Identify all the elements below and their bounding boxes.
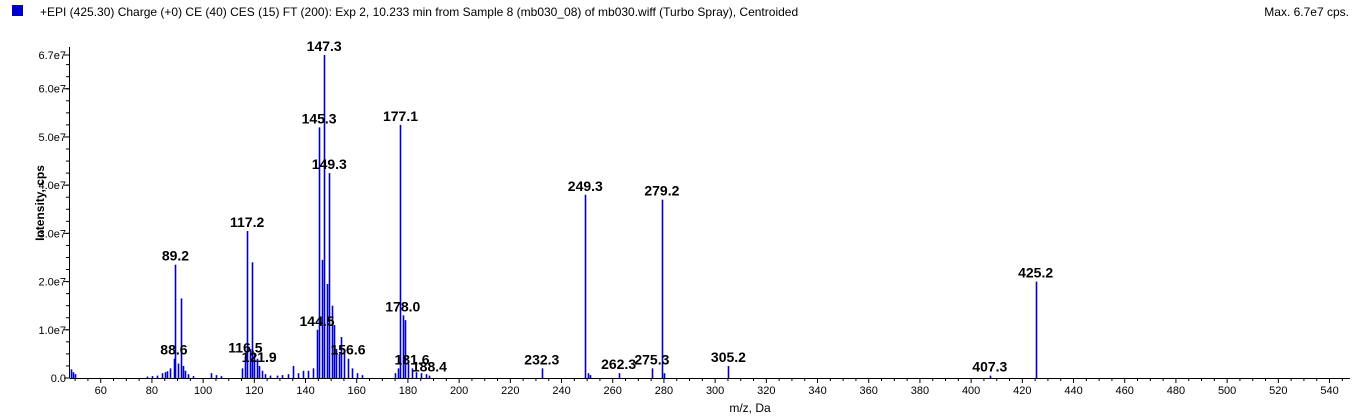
peak-label: 178.0 xyxy=(385,298,420,314)
peak-label: 279.2 xyxy=(644,183,679,199)
x-tick-label: 160 xyxy=(348,385,366,397)
y-tick-label: 0.0 xyxy=(51,373,66,385)
series-swatch-icon xyxy=(12,5,23,16)
x-tick-label: 80 xyxy=(146,385,158,397)
peak-label: 156.6 xyxy=(330,342,365,358)
x-tick-label: 200 xyxy=(450,385,468,397)
x-tick-label: 400 xyxy=(962,385,980,397)
x-tick-label: 280 xyxy=(655,385,673,397)
x-tick-label: 240 xyxy=(552,385,570,397)
y-tick-label: 4.0e7 xyxy=(38,180,66,192)
y-tick-label: 5.0e7 xyxy=(38,132,66,144)
peak-label: 177.1 xyxy=(383,108,418,124)
x-tick-label: 220 xyxy=(501,385,519,397)
y-tick-label: 6.7e7 xyxy=(38,50,66,62)
x-tick-label: 440 xyxy=(1064,385,1082,397)
x-tick-label: 320 xyxy=(757,385,775,397)
peak-label: 116.5 xyxy=(228,339,262,355)
peak-label: 262.3 xyxy=(601,356,636,372)
peak-label: 305.2 xyxy=(711,349,746,365)
x-tick-label: 540 xyxy=(1320,385,1338,397)
x-axis-label: m/z, Da xyxy=(729,401,771,415)
x-tick-label: 60 xyxy=(95,385,107,397)
peak-label: 249.3 xyxy=(568,178,603,194)
x-tick-label: 180 xyxy=(399,385,417,397)
x-tick-label: 360 xyxy=(860,385,878,397)
x-tick-label: 140 xyxy=(296,385,314,397)
y-axis-label: Intensity, cps xyxy=(32,165,47,241)
peak-label: 425.2 xyxy=(1018,265,1053,281)
x-tick-label: 500 xyxy=(1218,385,1236,397)
peak-label: 144.5 xyxy=(300,313,335,329)
peak-label: 89.2 xyxy=(162,248,189,264)
peak-label: 232.3 xyxy=(524,351,559,367)
peak-label: 147.3 xyxy=(307,38,342,54)
x-tick-label: 100 xyxy=(194,385,212,397)
x-tick-label: 340 xyxy=(808,385,826,397)
y-tick-label: 1.0e7 xyxy=(38,325,66,337)
x-tick-label: 300 xyxy=(706,385,724,397)
peak-label: 149.3 xyxy=(312,156,347,172)
x-tick-label: 380 xyxy=(911,385,929,397)
y-tick-label: 3.0e7 xyxy=(38,228,66,240)
y-tick-label: 6.0e7 xyxy=(38,84,66,96)
x-tick-label: 120 xyxy=(245,385,263,397)
peak-label: 117.2 xyxy=(230,214,264,230)
peak-label: 121.9 xyxy=(242,349,277,365)
x-tick-label: 260 xyxy=(604,385,622,397)
spectrum-header: +EPI (425.30) Charge (+0) CE (40) CES (1… xyxy=(0,0,1363,24)
peak-label: 145.3 xyxy=(302,110,337,126)
max-intensity-label: Max. 6.7e7 cps. xyxy=(1264,5,1349,19)
x-tick-label: 480 xyxy=(1167,385,1185,397)
spectrum-title: +EPI (425.30) Charge (+0) CE (40) CES (1… xyxy=(40,5,799,19)
peak-label: 88.6 xyxy=(160,342,187,358)
x-tick-label: 460 xyxy=(1116,385,1134,397)
peak-label: 188.4 xyxy=(412,359,447,375)
x-tick-label: 420 xyxy=(1013,385,1031,397)
peak-label: 181.6 xyxy=(394,351,429,367)
peak-label: 407.3 xyxy=(972,359,1007,375)
x-tick-label: 520 xyxy=(1269,385,1287,397)
peak-label: 275.3 xyxy=(634,351,669,367)
y-tick-label: 2.0e7 xyxy=(38,277,66,289)
